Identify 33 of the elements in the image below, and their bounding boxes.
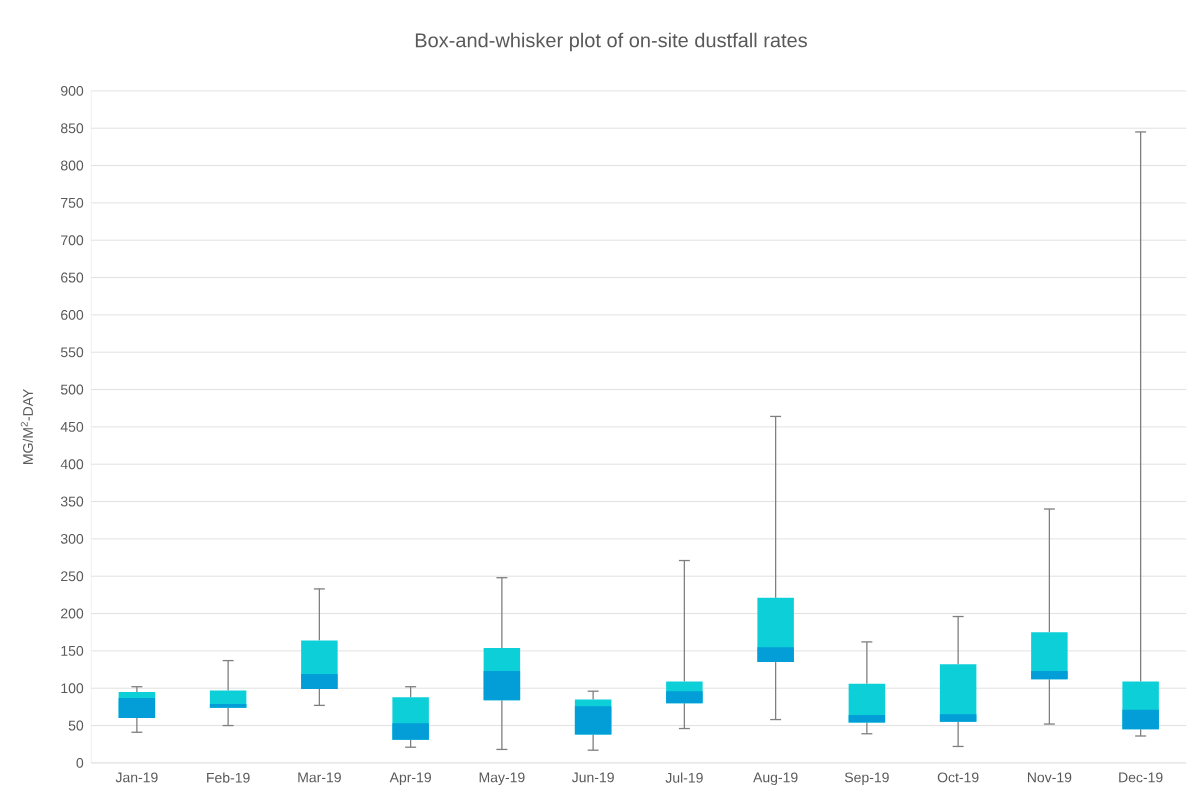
y-tick-label: 350 [60,496,84,507]
x-tick-label: Feb-19 [207,772,250,783]
x-tick-label: Mar-19 [298,772,341,783]
x-tick-label: Sep-19 [844,772,889,786]
y-tick-label: 550 [60,347,84,358]
y-tick-label: 850 [60,123,84,134]
y-tick-label: 150 [61,645,84,656]
y-axis-title: MG/M$^{2}$-DAY [20,388,33,464]
y-tick-label: 250 [61,571,84,582]
y-tick-label: 100 [61,683,84,694]
x-tick-label: Aug-19 [753,772,798,786]
y-tick-label: 0 [76,757,84,768]
y-tick-label: 650 [61,272,84,283]
y-tick-label: 700 [61,235,84,246]
y-tick-label: 600 [61,309,84,320]
x-tick-label: Oct-19 [937,772,979,783]
y-tick-label: 500 [60,384,84,395]
y-tick-label: 300 [60,533,84,544]
x-tick-label: Jul-19 [665,772,703,783]
x-tick-label: Dec-19 [1119,772,1163,783]
y-tick-label: 750 [61,197,84,208]
chart-title: Box-and-whisker plot of on-site dustfall rates [415,32,807,52]
x-tick-label: Apr-19 [389,772,431,786]
y-tick-label: 200 [61,608,84,619]
x-tick-label: May-19 [479,772,525,786]
x-tick-label: Nov-19 [1027,772,1072,783]
x-tick-label: Jun-19 [571,772,614,783]
y-tick-label: 400 [60,459,84,470]
x-tick-label: Jan-19 [115,772,158,783]
y-tick-label: 50 [68,720,84,731]
y-tick-label: 800 [60,160,84,171]
y-tick-label: 900 [61,85,84,96]
y-tick-label: 450 [60,421,84,432]
